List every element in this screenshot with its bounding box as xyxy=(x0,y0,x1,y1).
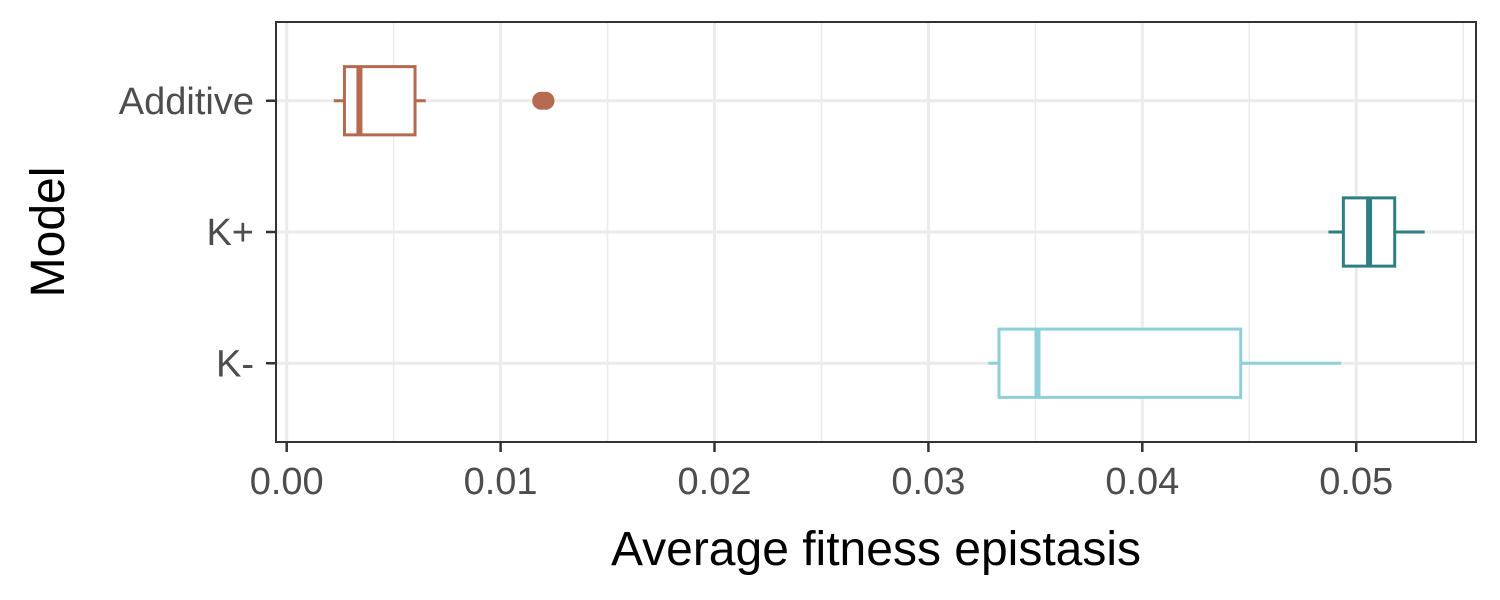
axis-layer: 0.00 0.01 0.02 0.03 0.04 0.05 Additive K+ K- xyxy=(119,81,1393,503)
x-tick-label: 0.03 xyxy=(891,461,965,503)
y-tick-label: K+ xyxy=(206,212,254,254)
x-tick-label: 0.00 xyxy=(250,461,324,503)
grid-layer xyxy=(276,22,1476,442)
box-layer xyxy=(333,65,1425,399)
y-tick-label: Additive xyxy=(119,81,254,123)
x-tick-label: 0.04 xyxy=(1105,461,1179,503)
y-axis-title: Model xyxy=(22,167,75,298)
y-tick-label: K- xyxy=(216,343,254,385)
outlier-point xyxy=(536,91,555,110)
x-tick-label: 0.02 xyxy=(678,461,752,503)
x-tick-label: 0.05 xyxy=(1319,461,1393,503)
x-tick-label: 0.01 xyxy=(464,461,538,503)
box-iqr xyxy=(342,65,417,137)
x-axis-title: Average fitness epistasis xyxy=(611,523,1141,576)
